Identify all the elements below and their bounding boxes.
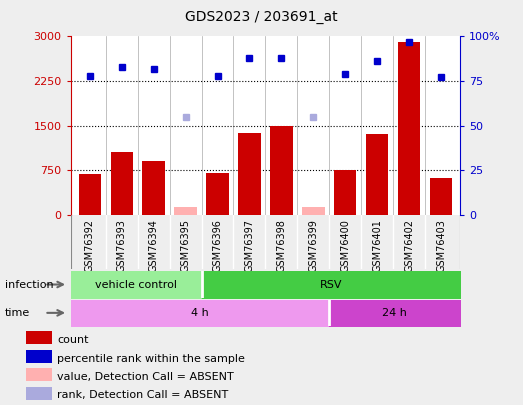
Text: value, Detection Call = ABSENT: value, Detection Call = ABSENT xyxy=(57,371,234,382)
Text: GSM76400: GSM76400 xyxy=(340,219,350,272)
Text: 4 h: 4 h xyxy=(191,308,209,318)
Bar xyxy=(238,133,260,215)
Text: count: count xyxy=(57,335,88,345)
Bar xyxy=(270,126,292,215)
Bar xyxy=(26,387,52,400)
Text: RSV: RSV xyxy=(320,279,342,290)
Text: time: time xyxy=(5,308,30,318)
Bar xyxy=(26,332,52,344)
Text: GSM76392: GSM76392 xyxy=(85,219,95,272)
Text: GSM76402: GSM76402 xyxy=(404,219,414,272)
Text: GSM76396: GSM76396 xyxy=(212,219,222,272)
Bar xyxy=(26,350,52,363)
Bar xyxy=(430,178,452,215)
Bar xyxy=(334,170,357,215)
Text: GSM76394: GSM76394 xyxy=(149,219,158,272)
Bar xyxy=(302,207,324,215)
Text: GSM76401: GSM76401 xyxy=(372,219,382,272)
Text: infection: infection xyxy=(5,279,54,290)
Bar xyxy=(207,173,229,215)
Text: GSM76398: GSM76398 xyxy=(276,219,287,272)
Bar xyxy=(110,152,133,215)
Text: rank, Detection Call = ABSENT: rank, Detection Call = ABSENT xyxy=(57,390,228,400)
Text: percentile rank within the sample: percentile rank within the sample xyxy=(57,354,245,364)
Text: GSM76399: GSM76399 xyxy=(309,219,319,272)
Bar xyxy=(366,134,389,215)
Text: GSM76397: GSM76397 xyxy=(244,219,255,272)
Text: GSM76395: GSM76395 xyxy=(180,219,190,272)
Text: GSM76403: GSM76403 xyxy=(436,219,446,272)
Bar xyxy=(142,161,165,215)
Text: 24 h: 24 h xyxy=(382,308,407,318)
Text: GSM76393: GSM76393 xyxy=(117,219,127,272)
Bar xyxy=(26,368,52,381)
Bar xyxy=(78,174,101,215)
Bar xyxy=(174,207,197,215)
Text: GDS2023 / 203691_at: GDS2023 / 203691_at xyxy=(185,10,338,24)
Bar xyxy=(398,43,420,215)
Text: vehicle control: vehicle control xyxy=(95,279,177,290)
